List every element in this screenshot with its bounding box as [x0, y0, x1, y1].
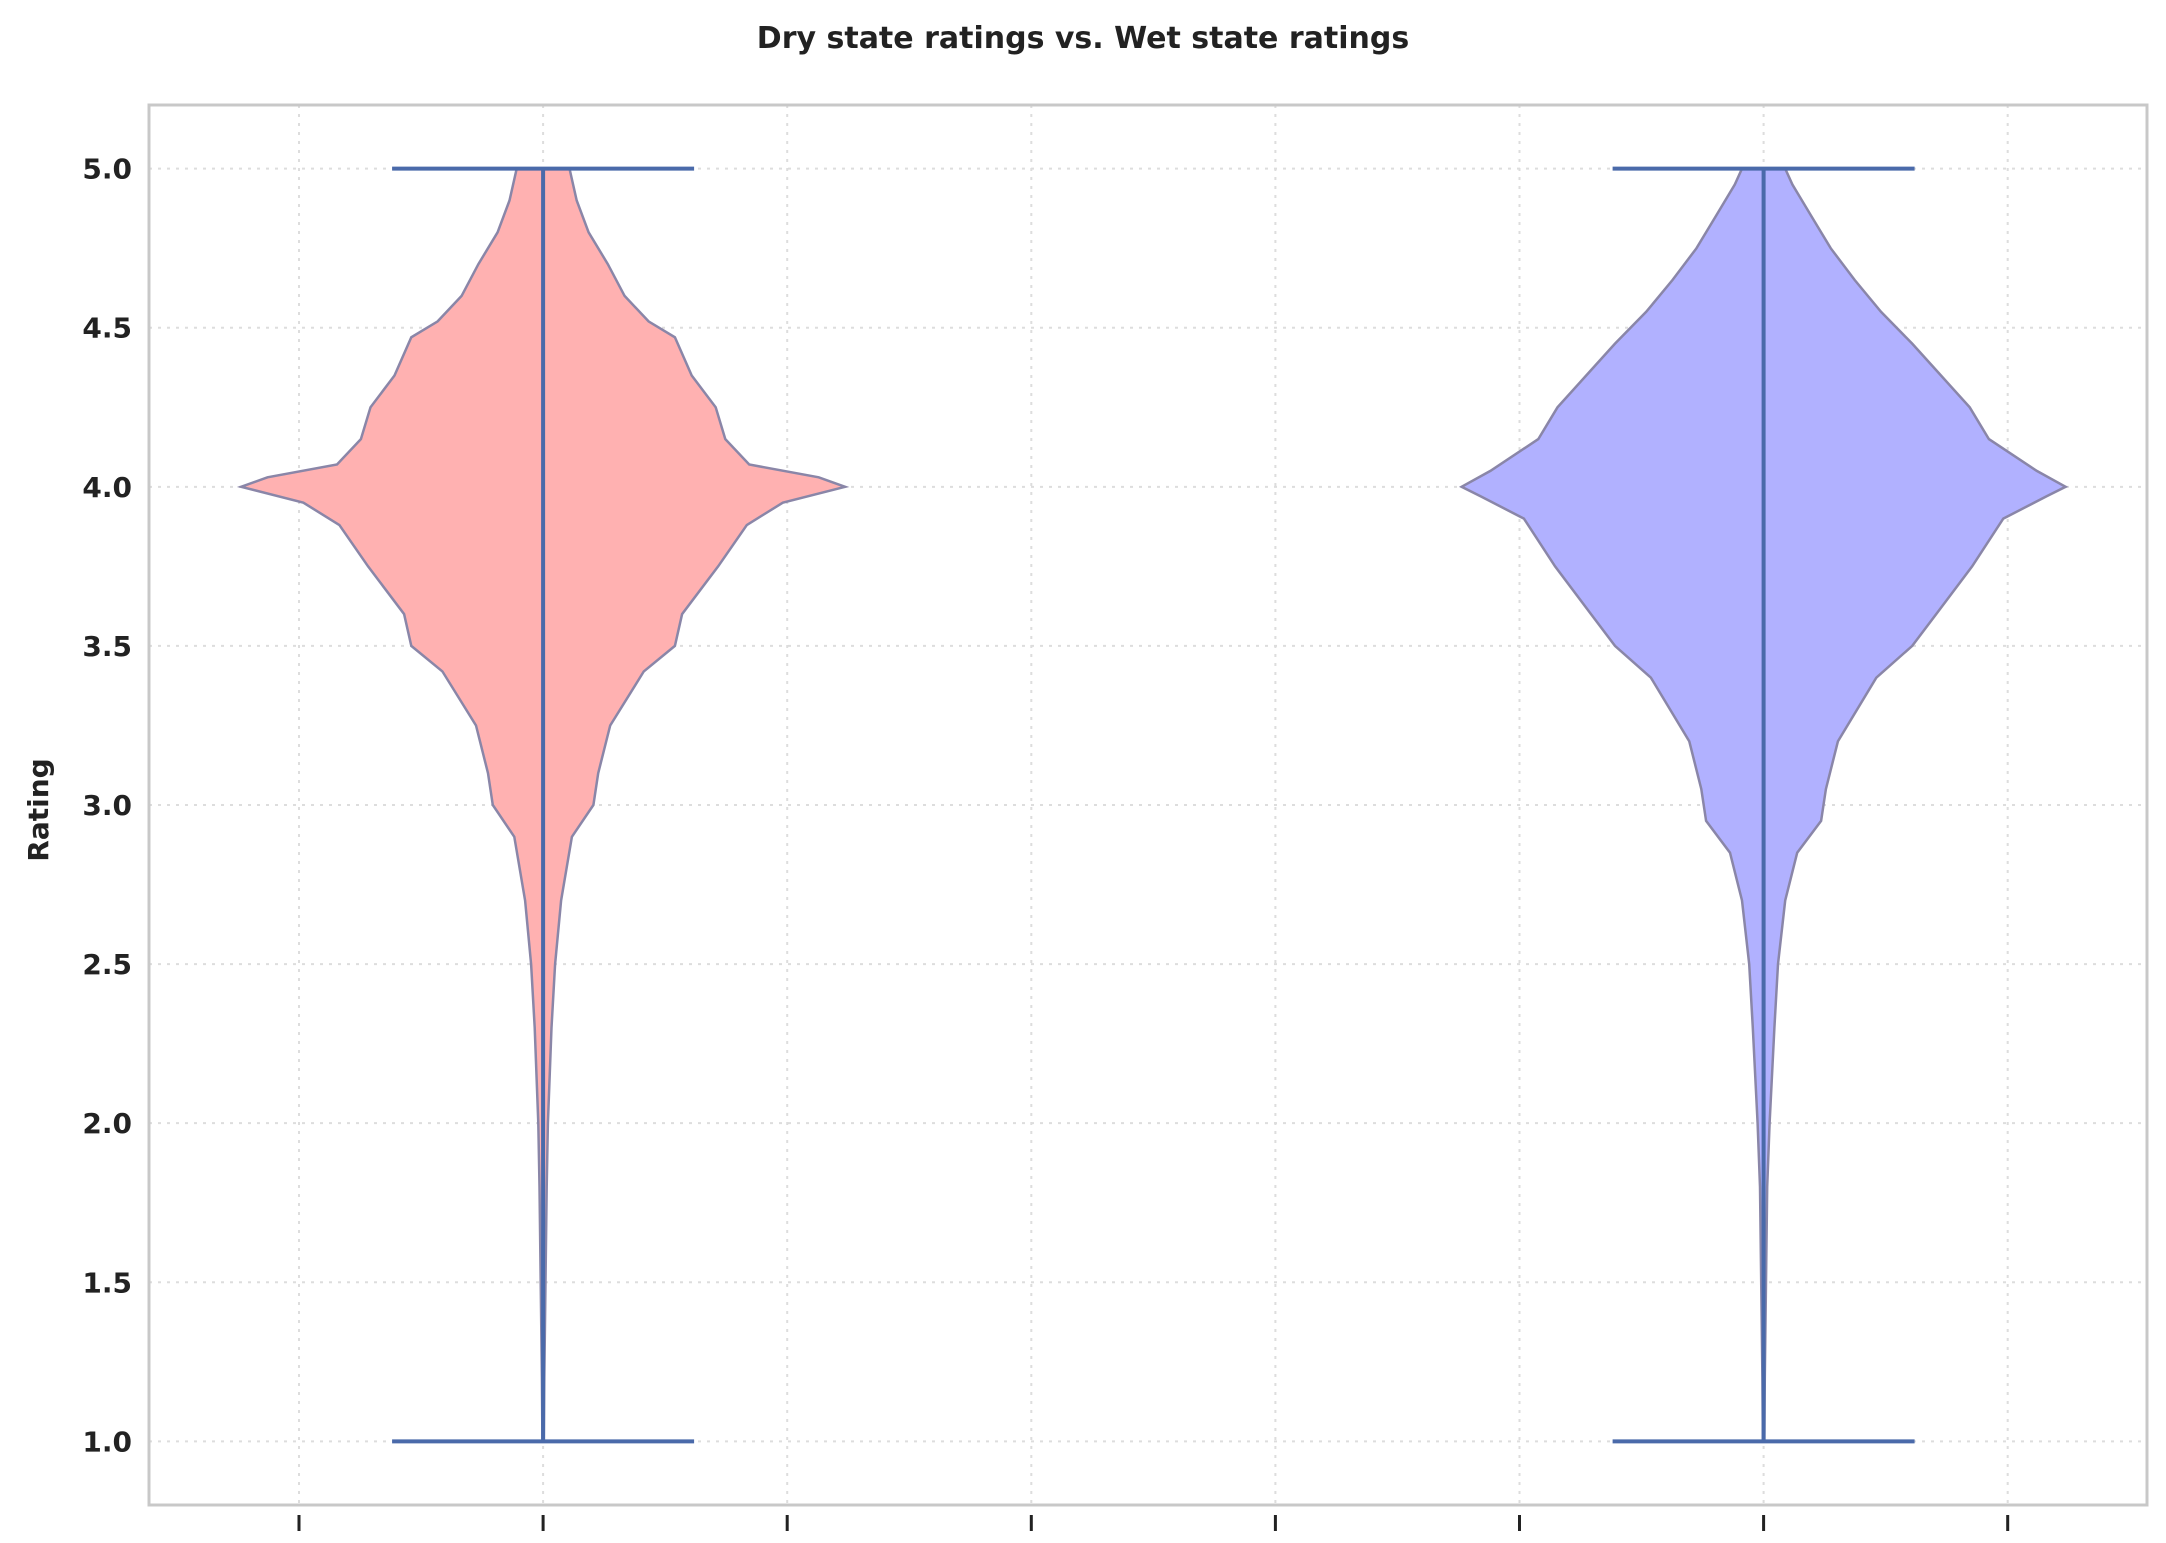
violin-1 [236, 166, 850, 1444]
y-tick-label: 1.0 [82, 1425, 132, 1458]
y-tick-label: 2.5 [82, 948, 132, 981]
y-tick-label: 2.0 [82, 1107, 132, 1140]
plot-frame [147, 103, 2149, 1507]
y-tick-label: 3.5 [82, 630, 132, 663]
y-tick-label: 4.5 [82, 312, 132, 345]
violin-2 [1458, 166, 2069, 1444]
violin-layer [236, 166, 2069, 1444]
y-tick-label: 3.0 [82, 789, 132, 822]
y-tick-label: 1.5 [82, 1266, 132, 1299]
y-tick-label: 4.0 [82, 471, 132, 504]
chart-title: Dry state ratings vs. Wet state ratings [757, 21, 1409, 56]
y-tick-label: 5.0 [82, 153, 132, 186]
y-axis-label: Rating [22, 758, 55, 861]
axis-layer: 1.0 1.5 2.0 2.5 3.0 3.5 4.0 4.5 5.0 [82, 153, 2010, 1531]
